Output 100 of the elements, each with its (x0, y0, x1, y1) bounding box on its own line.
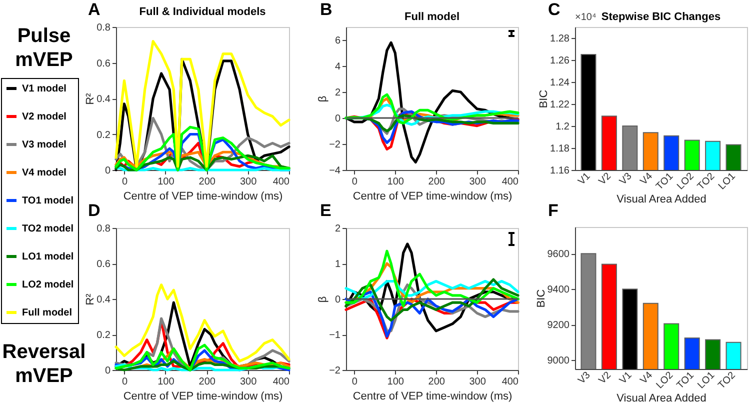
y-tick-label: 9400 (547, 284, 570, 296)
legend-label: LO1 model (22, 252, 74, 262)
y-tick-label: −1 (329, 330, 341, 341)
y-axis-title: β (317, 296, 330, 303)
x-tick-label: 200 (428, 176, 446, 188)
text: F (548, 201, 558, 221)
y-tick-label: 1 (334, 259, 341, 270)
legend-label: V3 model (22, 140, 67, 150)
y-tick-label: 0 (334, 294, 341, 306)
x-tick-label: 200 (428, 376, 446, 388)
x-tick-label: LO2 (654, 370, 676, 392)
y-tick-label: 4 (334, 62, 341, 72)
chart-title: Full & Individual models (139, 6, 266, 18)
x-tick-label: 0 (122, 176, 128, 188)
y-tick-label: 1.16 (550, 166, 570, 176)
x-tick-label: V4 (638, 370, 656, 386)
x-tick-label: LO2 (675, 170, 697, 192)
y-tick-label: 9000 (547, 356, 570, 367)
y-axis-title: BIC (535, 289, 548, 308)
legend-label: V4 model (22, 168, 67, 178)
x-tick-label: TO1 (674, 370, 697, 392)
x-tick-label: LO1 (716, 170, 738, 192)
x-axis-title: Visual Area Added (616, 392, 706, 405)
y-tick-label: 1.28 (550, 34, 570, 44)
x-tick-label: V3 (618, 170, 634, 188)
text: C (548, 0, 560, 20)
chart-title: Full model (404, 11, 460, 23)
x-tick-label: 100 (158, 176, 175, 188)
x-tick-label: 100 (387, 376, 404, 388)
x-tick-label: 0 (352, 376, 358, 388)
y-tick-label: 0.8 (96, 224, 111, 234)
y-tick-label: 0.2 (96, 130, 111, 141)
y-axis-title: R² (84, 293, 97, 306)
x-tick-label: V4 (638, 170, 656, 188)
x-tick-label: V1 (618, 370, 634, 386)
x-tick-label: 100 (387, 176, 404, 188)
x-tick-label: 300 (240, 376, 258, 388)
legend-label: LO2 model (22, 280, 74, 290)
y-tick-label: 1.26 (550, 56, 570, 66)
x-tick-label: 100 (158, 376, 175, 388)
legend-label: V1 model (22, 84, 67, 94)
x-tick-label: 300 (469, 176, 486, 188)
x-axis-title: Centre of VEP time-window (ms) (123, 190, 283, 202)
x-tick-label: 0 (122, 376, 128, 388)
x-tick-label: V2 (597, 370, 614, 386)
y-tick-label: 1.2 (556, 122, 570, 132)
y-tick-label: 0 (334, 114, 341, 124)
x-tick-label: 400 (502, 176, 519, 188)
text: Pulse mVEP (14, 24, 74, 72)
legend-label: Full model (22, 308, 72, 318)
x-tick-label: 400 (502, 376, 519, 388)
y-tick-label: 9200 (547, 320, 570, 332)
y-tick-label: 0.2 (96, 330, 111, 341)
y-tick-label: 2 (334, 88, 341, 98)
y-tick-label: 0.4 (96, 294, 111, 306)
x-axis-title: Centre of VEP time-window (ms) (123, 390, 283, 402)
y-tick-label: 0.6 (96, 259, 111, 270)
x-tick-label: V3 (576, 370, 594, 386)
text: ×10⁴ (575, 12, 596, 23)
x-tick-label: 200 (198, 176, 216, 188)
y-tick-label: 0.6 (96, 58, 111, 70)
legend-label: TO1 model (22, 196, 74, 206)
x-tick-label: 300 (469, 376, 486, 388)
y-tick-label: 1.22 (550, 100, 570, 110)
x-tick-label: 400 (272, 376, 290, 388)
x-tick-label: TO2 (716, 370, 738, 392)
x-tick-label: 300 (240, 176, 258, 188)
x-tick-label: V2 (597, 170, 614, 188)
y-axis-title: R² (84, 92, 97, 105)
y-axis-title: β (317, 96, 330, 102)
legend-label: V2 model (22, 112, 67, 122)
y-tick-label: 0.8 (96, 22, 111, 34)
line-series (114, 40, 290, 168)
y-tick-label: 9600 (547, 249, 570, 260)
line-series (344, 278, 520, 322)
x-tick-label: 400 (272, 176, 290, 188)
x-tick-label: 0 (352, 176, 358, 188)
y-tick-label: 0.4 (96, 94, 111, 105)
text: D (88, 201, 100, 221)
text: E (320, 201, 332, 221)
y-tick-label: −2 (329, 366, 341, 376)
x-axis-title: Centre of VEP time-window (ms) (352, 390, 512, 402)
text: B (320, 0, 332, 20)
y-tick-label: 1.18 (550, 144, 570, 154)
x-tick-label: TO1 (654, 170, 676, 192)
line-series (344, 250, 520, 308)
y-axis-title: BIC (538, 90, 550, 108)
y-tick-label: −4 (329, 166, 341, 176)
y-tick-label: −2 (329, 140, 341, 150)
chart-title: Stepwise BIC Changes (601, 11, 721, 23)
x-axis-title: Centre of VEP time-window (ms) (352, 190, 512, 202)
line-series (114, 284, 290, 362)
y-tick-label: 1.24 (550, 78, 570, 88)
x-tick-label: 200 (198, 376, 216, 388)
x-axis-title: Visual Area Added (616, 194, 706, 206)
y-tick-label: 2 (334, 224, 341, 234)
x-tick-label: LO1 (696, 370, 718, 392)
text: Reversal mVEP (1, 340, 87, 388)
legend-label: TO2 model (22, 224, 74, 234)
text: A (88, 0, 100, 20)
